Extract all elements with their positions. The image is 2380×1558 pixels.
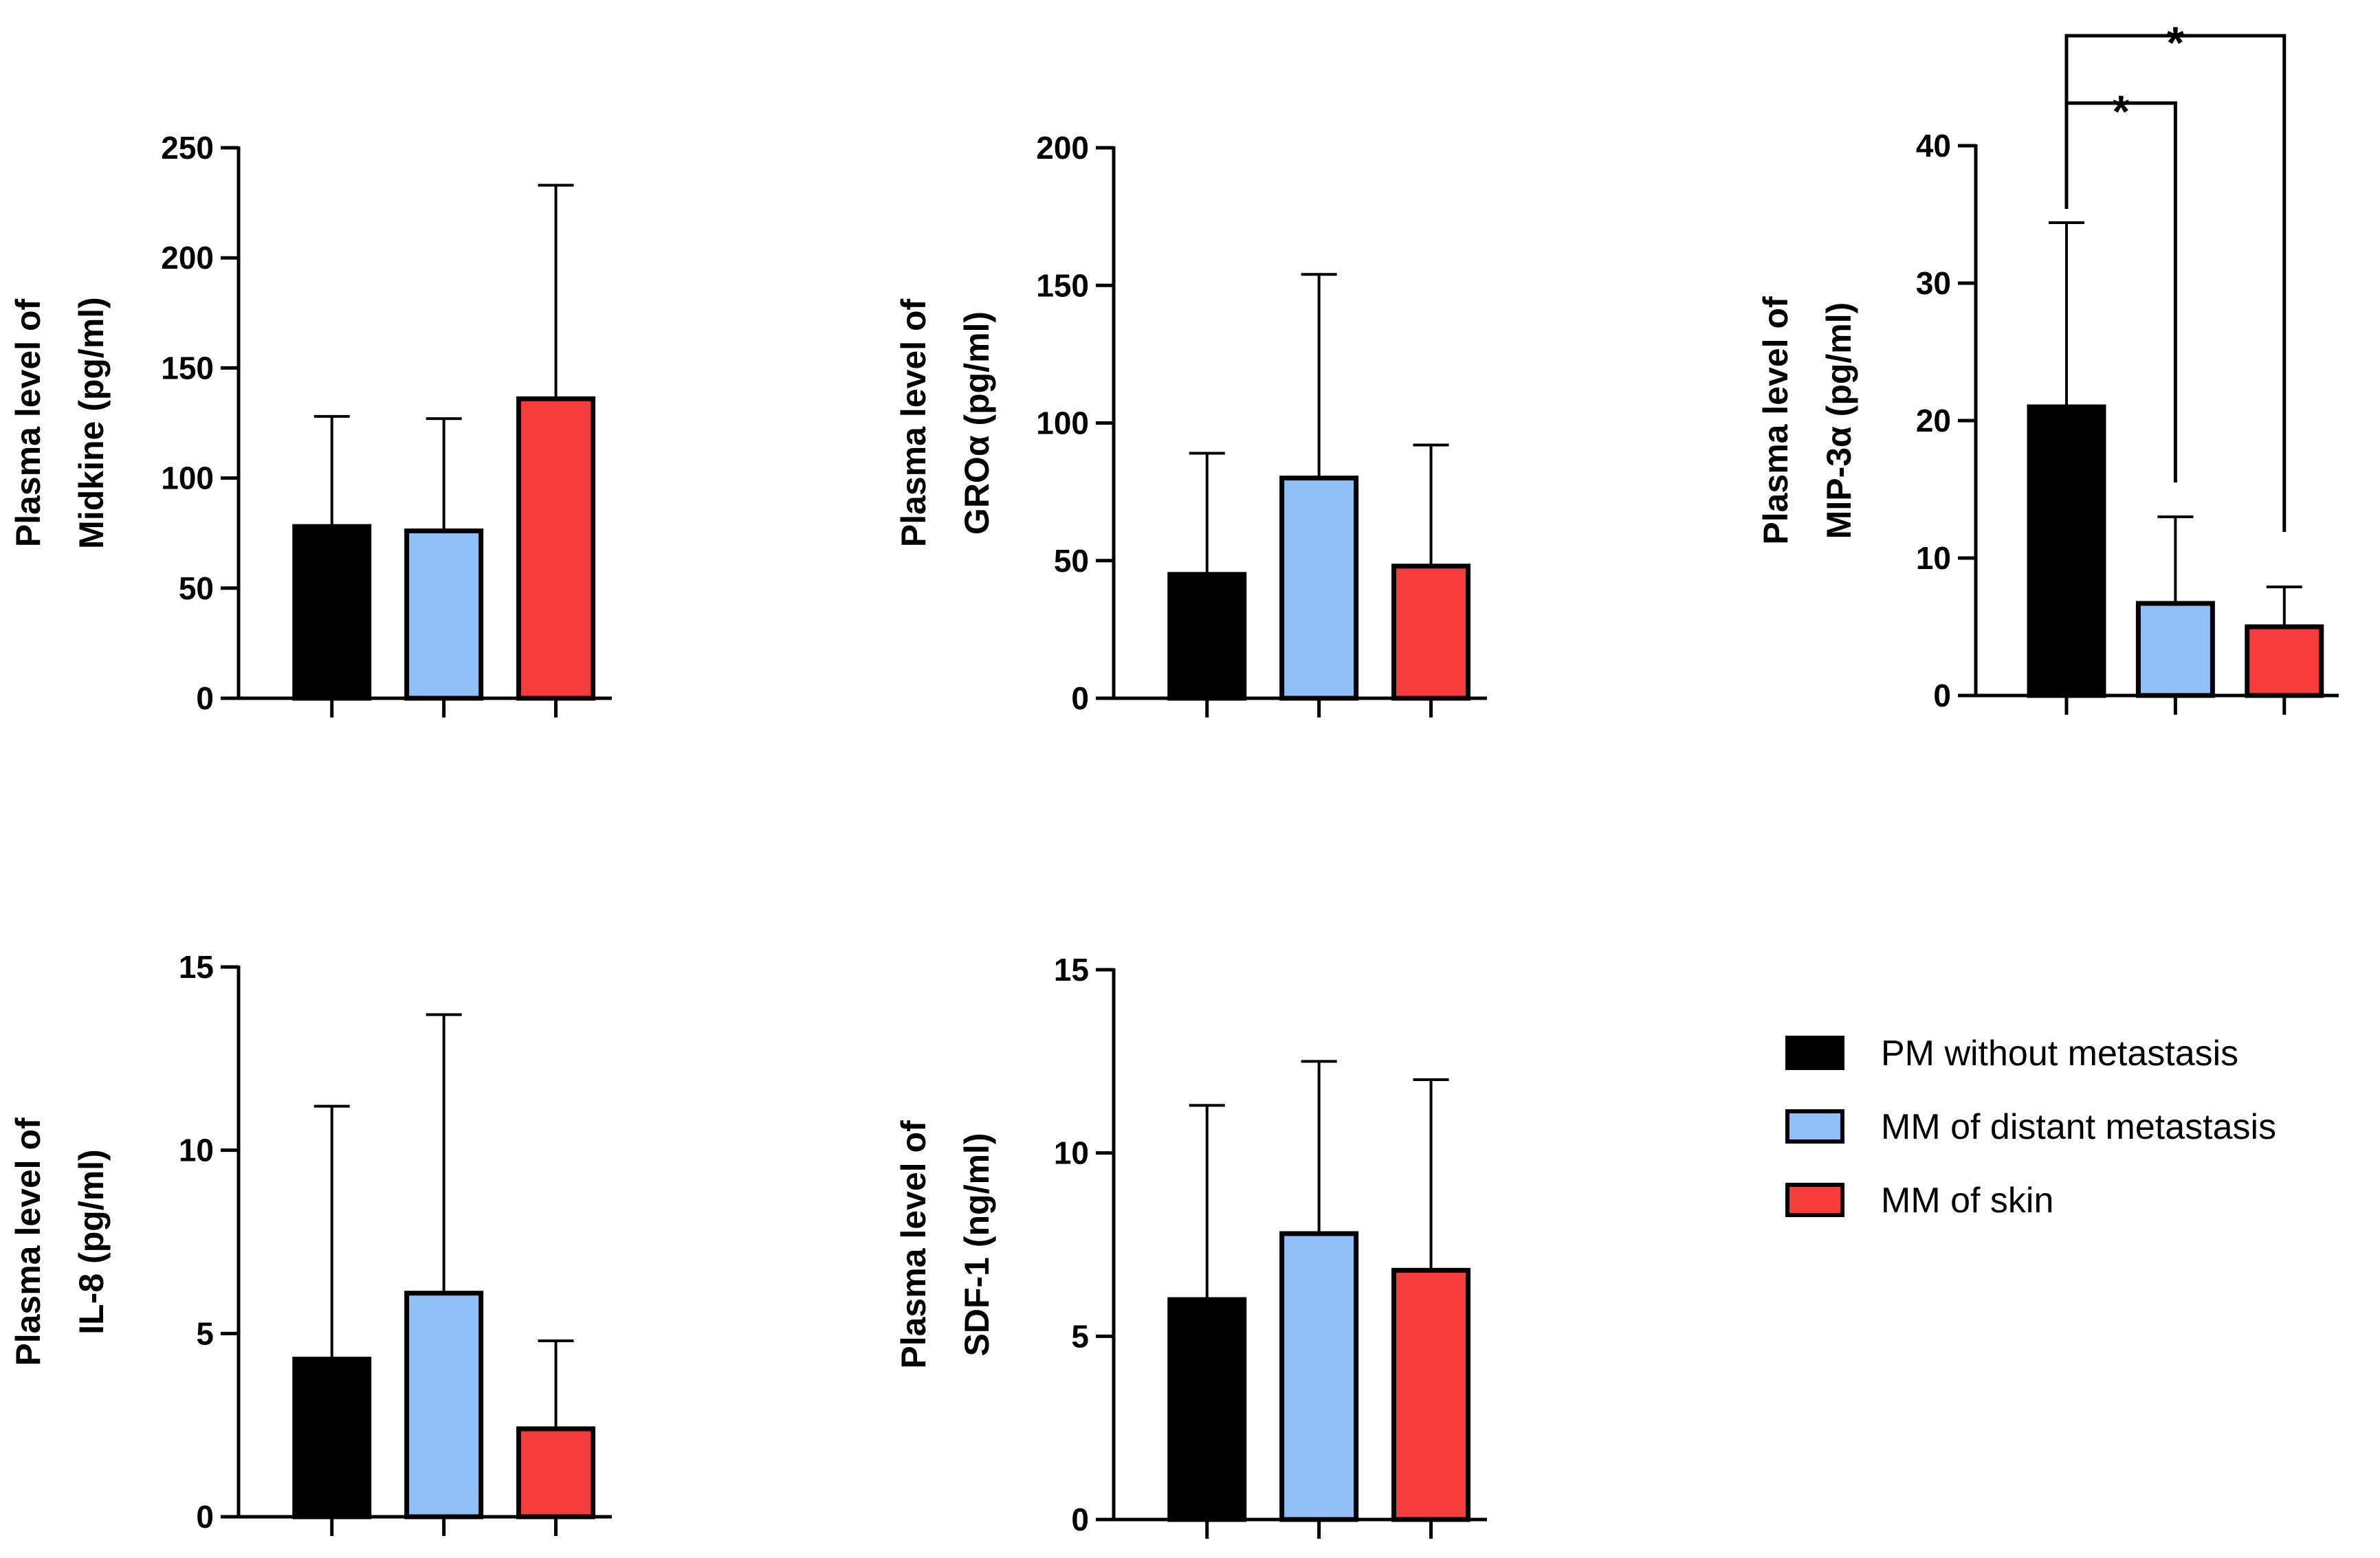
legend-item: MM of skin bbox=[1785, 1181, 2053, 1221]
y-axis-label: Plasma level of bbox=[894, 299, 933, 548]
y-tick-label: 10 bbox=[179, 1133, 214, 1168]
significance-star: * bbox=[2112, 86, 2130, 137]
y-tick-label: 250 bbox=[161, 130, 214, 166]
bar-mm_distant_metastasis bbox=[404, 1291, 484, 1520]
y-tick-label: 0 bbox=[1071, 680, 1089, 716]
bar-mm_skin bbox=[1391, 564, 1471, 701]
y-tick-label: 0 bbox=[1933, 678, 1951, 713]
bar-pm_without_metastasis bbox=[292, 524, 372, 701]
legend-label: MM of distant metastasis bbox=[1881, 1107, 2276, 1147]
bar-mm_skin bbox=[516, 1426, 596, 1520]
chart-panel-5: 0 5 10 15 Plasma level of SDF-1 (ng/ml) bbox=[894, 952, 1487, 1539]
bar-mm_distant_metastasis bbox=[1279, 1231, 1359, 1522]
significance-bracket bbox=[2064, 34, 2287, 532]
y-axis-label: Plasma level of bbox=[1756, 296, 1795, 545]
y-axis-label: MIP-3α (pg/ml) bbox=[1820, 302, 1858, 539]
y-tick-label: 15 bbox=[179, 949, 214, 985]
legend-swatch bbox=[1785, 1183, 1844, 1217]
y-tick-label: 15 bbox=[1054, 952, 1089, 988]
legend-swatch bbox=[1785, 1109, 1844, 1144]
legend-item: PM without metastasis bbox=[1785, 1034, 2238, 1073]
y-axis-label: Midkine (pg/ml) bbox=[72, 297, 111, 549]
y-axis-label: Plasma level of bbox=[9, 1117, 47, 1366]
y-tick-label: 100 bbox=[1036, 405, 1089, 441]
legend: PM without metastasis MM of distant metas… bbox=[1785, 1034, 2276, 1221]
y-tick-label: 5 bbox=[1071, 1318, 1089, 1354]
y-tick-label: 150 bbox=[161, 350, 214, 386]
y-axis-label: GROα (pg/ml) bbox=[958, 311, 996, 535]
y-tick-label: 100 bbox=[161, 460, 214, 496]
bar-mm_skin bbox=[1391, 1267, 1471, 1522]
y-tick-label: 0 bbox=[1071, 1502, 1089, 1537]
y-tick-label: 150 bbox=[1036, 267, 1089, 303]
y-tick-label: 40 bbox=[1916, 128, 1951, 164]
legend-label: PM without metastasis bbox=[1881, 1034, 2238, 1073]
bar-mm_skin bbox=[2245, 624, 2324, 698]
y-axis-label: Plasma level of bbox=[9, 299, 47, 548]
y-tick-label: 50 bbox=[179, 570, 214, 606]
legend-swatch bbox=[1785, 1036, 1844, 1070]
legend-label: MM of skin bbox=[1881, 1181, 2053, 1221]
chart-panel-3: 0 10 20 30 40 Plasma level of MIP-3α (pg/ml) * * bbox=[1756, 17, 2339, 715]
y-tick-label: 0 bbox=[196, 1499, 214, 1535]
y-tick-label: 5 bbox=[196, 1315, 214, 1351]
y-tick-label: 200 bbox=[1036, 130, 1089, 166]
y-tick-label: 30 bbox=[1916, 265, 1951, 301]
chart-panel-2: 0 50 100 150 200 Plasma level of GROα (pg/ml) bbox=[894, 130, 1487, 717]
legend-item: MM of distant metastasis bbox=[1785, 1107, 2276, 1147]
y-tick-label: 200 bbox=[161, 240, 214, 276]
bar-pm_without_metastasis bbox=[1167, 1297, 1247, 1522]
y-tick-label: 0 bbox=[196, 680, 214, 716]
bar-pm_without_metastasis bbox=[292, 1357, 372, 1520]
bar-pm_without_metastasis bbox=[2027, 404, 2106, 698]
bar-mm_distant_metastasis bbox=[404, 528, 484, 701]
bar-mm_skin bbox=[516, 396, 596, 701]
y-tick-label: 10 bbox=[1916, 540, 1951, 576]
chart-panel-4: 0 5 10 15 Plasma level of IL-8 (pg/ml) bbox=[9, 949, 612, 1536]
y-axis-label: Plasma level of bbox=[894, 1120, 933, 1369]
bar-pm_without_metastasis bbox=[1167, 572, 1247, 701]
y-axis-label: IL-8 (pg/ml) bbox=[72, 1149, 111, 1334]
y-axis-label: SDF-1 (ng/ml) bbox=[958, 1133, 996, 1357]
bar-mm_distant_metastasis bbox=[1279, 476, 1359, 701]
significance-star: * bbox=[2167, 17, 2185, 68]
chart-panel-1: 0 50 100 150 200 250 Plasma level of Midkine (p… bbox=[9, 130, 612, 717]
y-tick-label: 10 bbox=[1054, 1135, 1089, 1171]
bar-mm_distant_metastasis bbox=[2135, 601, 2215, 698]
y-tick-label: 50 bbox=[1054, 543, 1089, 579]
y-tick-label: 20 bbox=[1916, 403, 1951, 438]
